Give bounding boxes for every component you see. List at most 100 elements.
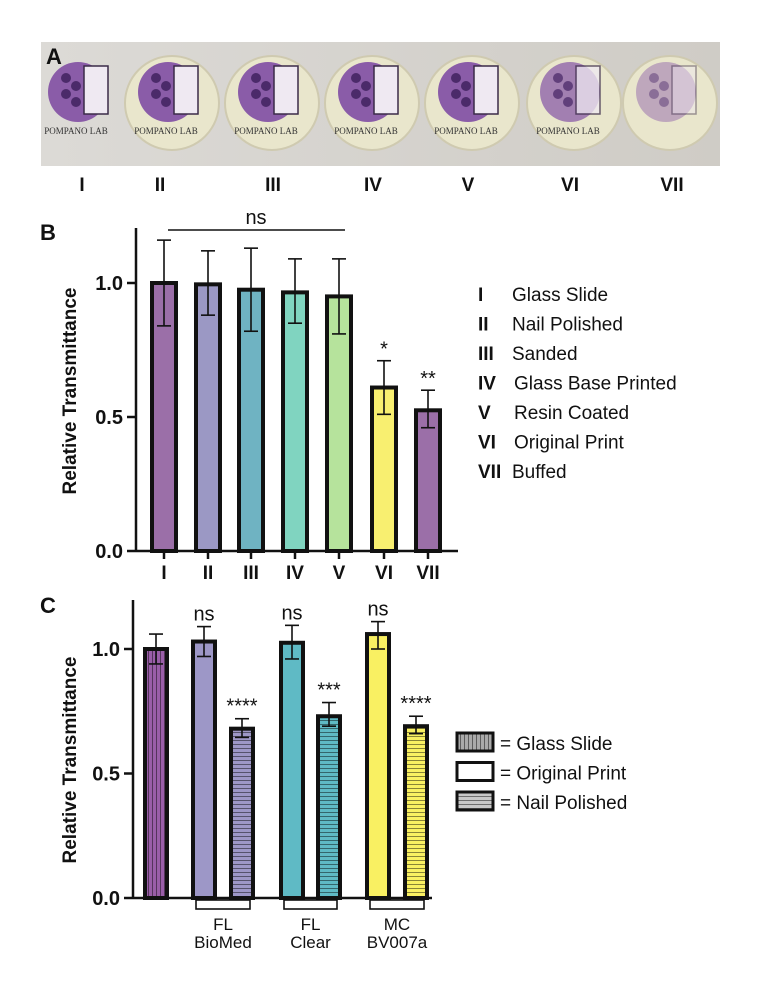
panel-b-chart: B Relative Transmittance I Glass Slide II N… <box>40 207 677 584</box>
legend-label: = Original Print <box>500 764 627 785</box>
significance-label: **** <box>226 696 257 718</box>
group-bracket <box>369 899 425 910</box>
legend-label: Nail Polished <box>512 315 623 336</box>
logo-dot <box>61 89 71 99</box>
sample-label-VII: VII <box>660 175 683 196</box>
sample-photos: POMPANO LAB POMPANO LAB POMPANO LAB POMPANO… <box>44 55 718 151</box>
y-tick-label: 0.0 <box>92 888 120 910</box>
legend-key: VII <box>478 462 501 483</box>
x-tick-label: II <box>203 563 214 584</box>
logo-dot <box>151 89 161 99</box>
sample-label-II: II <box>155 175 166 196</box>
legend-swatch-original <box>455 761 495 782</box>
logo-dot <box>563 81 573 91</box>
logo-text: POMPANO LAB <box>44 126 107 136</box>
legend-key: I <box>478 285 483 306</box>
bar-II <box>194 282 222 553</box>
legend-swatch-nail <box>455 790 495 812</box>
ns-bracket-label: ns <box>245 207 266 229</box>
legend-label: Glass Slide <box>512 285 608 306</box>
logo-electrode <box>83 65 109 115</box>
legend-label: Original Print <box>514 433 625 454</box>
logo-dot <box>351 73 361 83</box>
significance-label: **** <box>400 693 431 715</box>
legend-c: = Glass Slide = Original Print = Nail Poli… <box>455 731 627 814</box>
logo-electrode <box>173 65 199 115</box>
logo-dot <box>659 97 669 107</box>
x-tick-label: VI <box>375 563 393 584</box>
logo-dot <box>351 89 361 99</box>
y-axis-label-c: Relative Transmittance <box>60 657 81 864</box>
x-tick-label: V <box>333 563 346 584</box>
bar-mc-bv007a-nail <box>403 724 429 900</box>
logo-text: POMPANO LAB <box>234 126 297 136</box>
bar-fl-clear-original <box>279 640 305 901</box>
logo-dot <box>361 97 371 107</box>
logo-dot <box>261 97 271 107</box>
sample-photo-IV: POMPANO LAB <box>324 55 420 151</box>
panel-label-b: B <box>40 220 56 245</box>
logo-dot <box>451 73 461 83</box>
y-tick-label: 0.5 <box>95 407 123 429</box>
panel-label-c: C <box>40 593 56 618</box>
logo-shape <box>636 62 696 122</box>
logo-electrode <box>671 65 697 115</box>
legend-label: Buffed <box>512 462 567 483</box>
significance-label: ns <box>367 599 388 621</box>
logo-dot <box>553 73 563 83</box>
sample-photo-I: POMPANO LAB <box>44 62 109 136</box>
sample-photo-II: POMPANO LAB <box>124 55 220 151</box>
logo-dot <box>161 97 171 107</box>
logo-dot <box>251 89 261 99</box>
logo-text: POMPANO LAB <box>334 126 397 136</box>
logo-dot <box>61 73 71 83</box>
group-bracket <box>283 899 338 910</box>
sample-label-I: I <box>79 175 84 196</box>
significance-label: *** <box>317 680 341 702</box>
group-label-line1: FL <box>213 915 233 934</box>
bar-VII <box>414 408 442 553</box>
x-tick-label: I <box>161 563 166 584</box>
y-tick-label: 1.0 <box>95 273 123 295</box>
logo-dot <box>151 73 161 83</box>
resin-disc <box>622 55 718 151</box>
group-label-line1: MC <box>384 915 410 934</box>
logo-electrode <box>473 65 499 115</box>
logo-dot <box>563 97 573 107</box>
x-tick-label: VII <box>416 563 439 584</box>
legend-key: II <box>478 315 489 336</box>
logo-electrode <box>373 65 399 115</box>
legend-label: Resin Coated <box>514 403 629 424</box>
sample-label-IV: IV <box>364 175 382 196</box>
bar-fl-biomed-original <box>191 639 217 901</box>
legend-label: = Nail Polished <box>500 793 627 814</box>
group-bracket <box>195 899 251 910</box>
bar-glass-slide-glass <box>143 647 169 900</box>
sample-photo-III: POMPANO LAB <box>224 55 320 151</box>
panel-c-chart: C Relative Transmittance = Glass Slide= … <box>40 593 627 952</box>
logo-dot <box>71 81 81 91</box>
bar-I <box>150 281 178 553</box>
logo-electrode <box>575 65 601 115</box>
sample-photo-VI: POMPANO LAB <box>526 55 622 151</box>
logo-dot <box>461 81 471 91</box>
bar-IV <box>281 290 309 553</box>
logo-dot <box>161 81 171 91</box>
sample-label-V: V <box>462 175 475 196</box>
logo-text: POMPANO LAB <box>134 126 197 136</box>
legend-key: IV <box>478 374 496 395</box>
legend-b: I Glass Slide II Nail Polished III Sanded IV Gl… <box>478 285 677 483</box>
logo-dot <box>251 73 261 83</box>
legend-swatch-glass <box>455 731 495 753</box>
significance-label: ns <box>193 604 214 626</box>
logo-dot <box>261 81 271 91</box>
logo-dot <box>461 97 471 107</box>
logo-electrode <box>273 65 299 115</box>
group-label-line2: BV007a <box>367 933 428 952</box>
legend-label: Glass Base Printed <box>514 374 677 395</box>
legend-key: III <box>478 344 494 365</box>
legend-label: = Glass Slide <box>500 734 612 755</box>
logo-dot <box>649 73 659 83</box>
logo-text: POMPANO LAB <box>434 126 497 136</box>
